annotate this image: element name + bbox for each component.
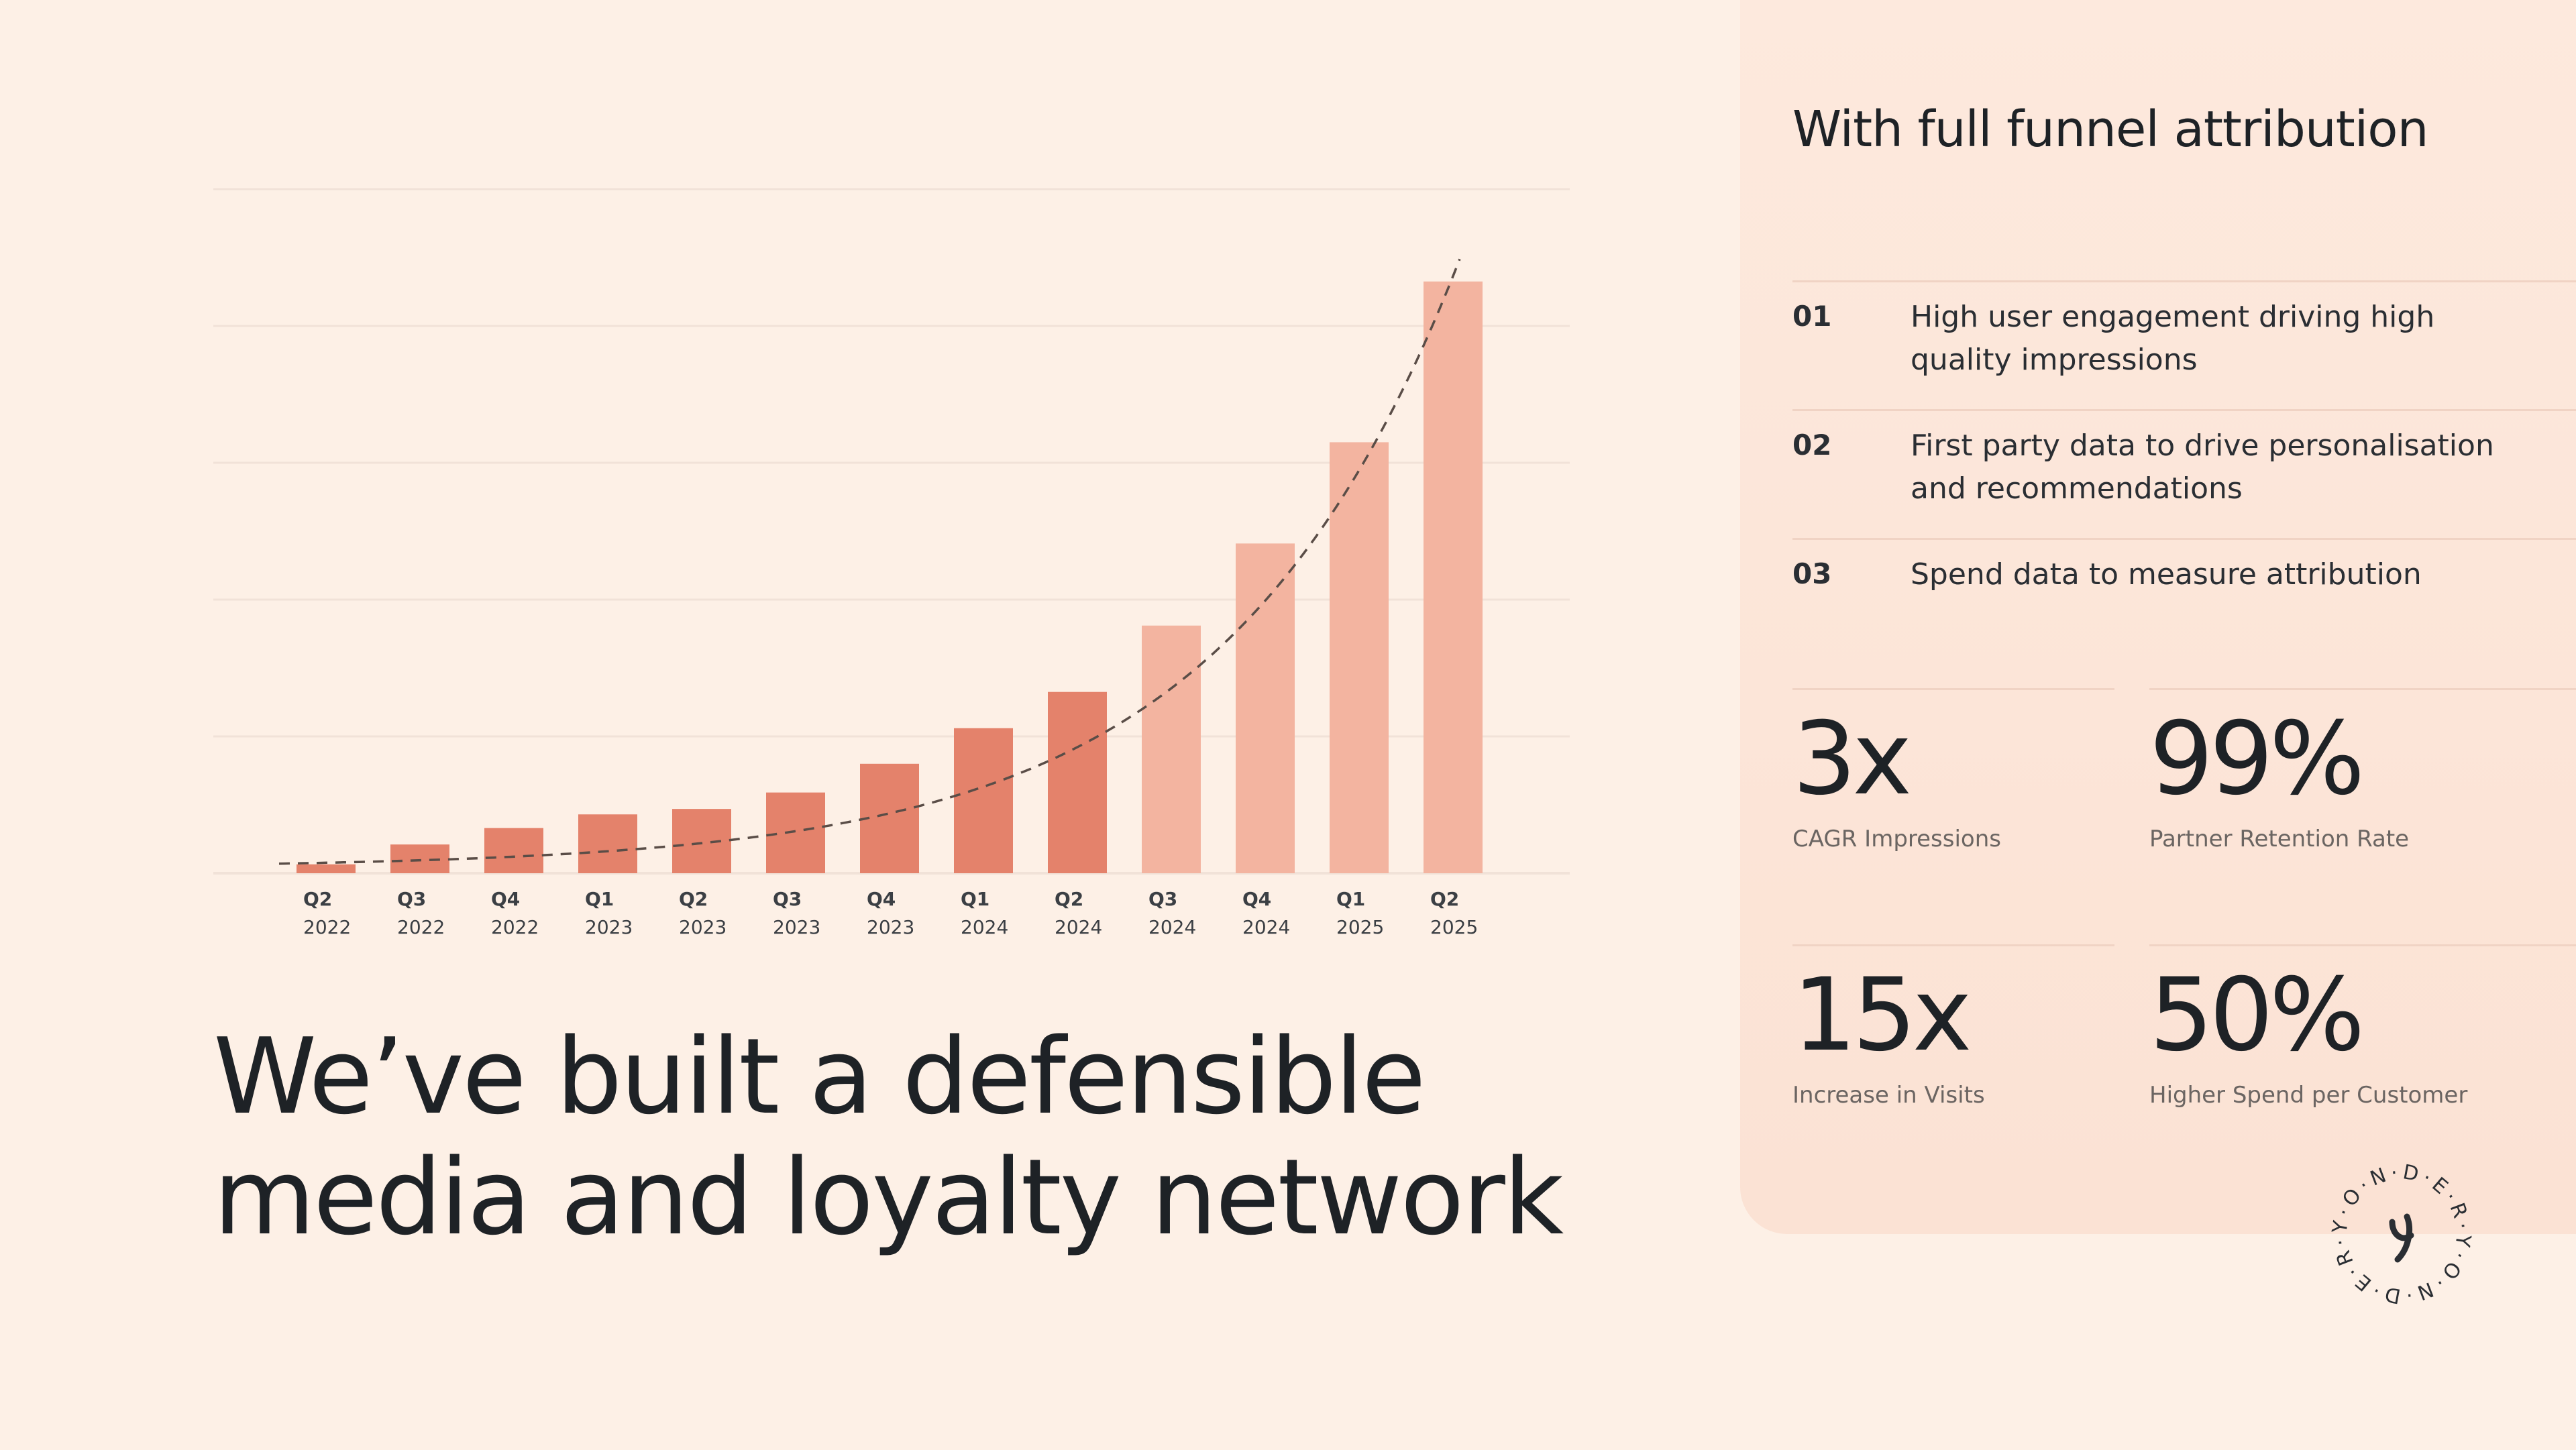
- stat-value: 15x: [1792, 957, 1972, 1074]
- x-tick-year: 2022: [491, 916, 539, 938]
- feature-number: 02: [1792, 429, 1832, 461]
- stat-increase-visits: 15x Increase in Visits: [1792, 944, 2114, 1148]
- feature-item: 03 Spend data to measure attribution: [1792, 538, 2576, 620]
- feature-text: Spend data to measure attribution: [1911, 557, 2422, 592]
- chart-x-tick-labels: Q2 2022 Q3 2022 Q4 2022 Q1 2023 Q2 2023 Q3 2023 Q4 20…: [303, 888, 1478, 938]
- x-tick-year: 2024: [1148, 916, 1196, 938]
- x-tick-quarter: Q1: [1336, 888, 1365, 910]
- chart-bar-q1-2024: [954, 728, 1013, 873]
- logo-ring-text: Y·O·N·D·E·R·Y·O·N·D·E·R·: [2328, 1160, 2475, 1308]
- panel-title: With full funnel attribution: [1792, 101, 2428, 158]
- x-tick-year: 2023: [773, 916, 820, 938]
- x-tick-quarter: Q2: [679, 888, 708, 910]
- stat-label: Higher Spend per Customer: [2149, 1082, 2468, 1109]
- chart-bar-q2-2022: [297, 864, 356, 873]
- x-tick-quarter: Q4: [867, 888, 896, 910]
- yonder-logo-badge: Y·O·N·D·E·R·Y·O·N·D·E·R·: [2328, 1160, 2475, 1308]
- x-tick-quarter: Q3: [397, 888, 426, 910]
- x-tick-year: 2025: [1430, 916, 1478, 938]
- x-tick-year: 2024: [1242, 916, 1290, 938]
- x-tick-quarter: Q2: [303, 888, 332, 910]
- stat-label: Partner Retention Rate: [2149, 826, 2410, 852]
- x-tick-quarter: Q4: [1242, 888, 1271, 910]
- chart-bars: [297, 281, 1483, 873]
- x-tick-year: 2025: [1336, 916, 1384, 938]
- stat-value: 99%: [2149, 701, 2365, 818]
- x-tick-quarter: Q3: [773, 888, 802, 910]
- feature-number: 03: [1792, 557, 1832, 590]
- chart-bar-q3-2023: [766, 792, 825, 873]
- stat-label: CAGR Impressions: [1792, 826, 2001, 852]
- x-tick-year: 2023: [585, 916, 633, 938]
- stat-label: Increase in Visits: [1792, 1082, 1985, 1109]
- x-tick-quarter: Q1: [961, 888, 989, 910]
- stat-higher-spend: 50% Higher Spend per Customer: [2149, 944, 2576, 1148]
- x-tick-quarter: Q4: [491, 888, 520, 910]
- chart-bar-q4-2022: [484, 828, 543, 873]
- chart-bar-q2-2024: [1048, 691, 1107, 873]
- chart-bar-q4-2023: [860, 763, 919, 873]
- stat-partner-retention: 99% Partner Retention Rate: [2149, 688, 2576, 891]
- trend-line: [278, 258, 1461, 865]
- x-tick-quarter: Q2: [1055, 888, 1083, 910]
- chart-bar-q3-2022: [390, 844, 449, 873]
- feature-text: First party data to drive personalisatio…: [1911, 429, 2494, 506]
- chart-bar-q1-2025: [1330, 442, 1389, 873]
- attribution-panel: With full funnel attribution 01 High use…: [1740, 0, 2576, 1234]
- headline: We’ve built a defensible media and loyal…: [213, 1015, 1564, 1258]
- x-tick-year: 2024: [1055, 916, 1102, 938]
- feature-item: 02 First party data to drive personalisa…: [1792, 409, 2576, 539]
- logo-mark-icon: [2389, 1213, 2414, 1263]
- stat-value: 3x: [1792, 701, 1912, 818]
- chart-bar-q1-2023: [578, 814, 637, 873]
- x-tick-quarter: Q1: [585, 888, 614, 910]
- headline-line-1: We’ve built a defensible: [213, 1015, 1426, 1137]
- chart-bar-q4-2024: [1236, 543, 1295, 873]
- x-tick-year: 2023: [679, 916, 727, 938]
- x-tick-year: 2022: [303, 916, 351, 938]
- feature-number: 01: [1792, 300, 1832, 333]
- chart-bar-q3-2024: [1142, 625, 1201, 873]
- growth-bar-chart: Q2 2022 Q3 2022 Q4 2022 Q1 2023 Q2 2023 Q3 2023 Q4 20…: [213, 188, 1570, 938]
- x-tick-year: 2022: [397, 916, 445, 938]
- stat-cagr-impressions: 3x CAGR Impressions: [1792, 688, 2114, 891]
- x-tick-quarter: Q2: [1430, 888, 1459, 910]
- x-tick-year: 2023: [867, 916, 914, 938]
- chart-bar-q2-2025: [1424, 281, 1483, 873]
- x-tick-quarter: Q3: [1148, 888, 1177, 910]
- chart-bar-q2-2023: [672, 809, 731, 873]
- feature-text: High user engagement driving high qualit…: [1911, 300, 2435, 377]
- stat-value: 50%: [2149, 957, 2365, 1074]
- headline-line-2: media and loyalty network: [213, 1136, 1564, 1258]
- x-tick-year: 2024: [961, 916, 1008, 938]
- feature-item: 01 High user engagement driving high qua…: [1792, 280, 2576, 410]
